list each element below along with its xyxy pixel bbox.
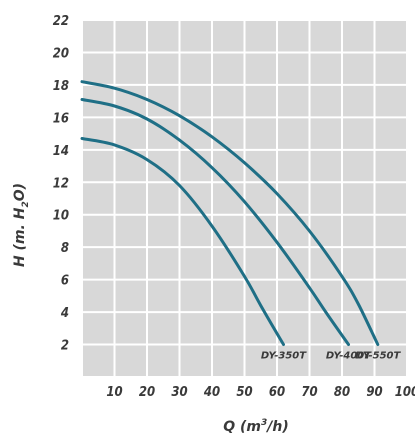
x-tick-label: 80 <box>334 385 350 400</box>
y-tick-label: 2 <box>61 339 69 354</box>
x-tick-label: 40 <box>204 385 220 400</box>
y-axis-label: H (m. H2O) <box>12 183 31 267</box>
y-axis-label-main: H (m. H <box>12 207 28 267</box>
x-tick-label: 70 <box>301 385 317 400</box>
grid-lines <box>81 19 408 378</box>
y-tick-labels: 2 4 6 8 10 12 14 16 18 20 22 <box>53 14 69 354</box>
y-tick-label: 14 <box>53 144 69 159</box>
y-tick-label: 4 <box>61 306 69 321</box>
y-tick-label: 18 <box>53 79 69 94</box>
y-tick-label: 8 <box>61 241 69 256</box>
curve-label-dy-400t: DY-400T <box>326 351 372 362</box>
x-tick-label: 100 <box>395 385 415 400</box>
x-axis-label-main: Q (m <box>223 419 261 435</box>
pump-curves <box>80 80 380 346</box>
x-tick-label: 10 <box>106 385 122 400</box>
x-axis-label-sup: 3 <box>261 418 267 428</box>
y-axis-label-tail: O) <box>12 183 28 201</box>
x-axis-label: Q (m3/h) <box>223 418 289 435</box>
x-tick-label: 90 <box>366 385 382 400</box>
x-tick-labels: 10 20 30 40 50 60 70 80 90 100 <box>106 385 415 400</box>
curve-dy-550t <box>80 80 380 346</box>
y-tick-label: 20 <box>53 46 69 61</box>
x-axis-label-tail: /h) <box>265 419 288 435</box>
x-tick-label: 20 <box>139 385 155 400</box>
y-tick-label: 6 <box>61 274 69 289</box>
x-tick-label: 50 <box>236 385 252 400</box>
y-axis-label-sub: 2 <box>21 201 31 207</box>
y-tick-label: 16 <box>53 111 69 126</box>
curve-label-dy-350t: DY-350T <box>261 351 307 362</box>
y-tick-label: 10 <box>53 209 69 224</box>
curve-dy-400t <box>80 98 350 346</box>
curve-label-dy-550t: DY-550T <box>355 351 401 362</box>
y-tick-label: 12 <box>53 176 69 191</box>
x-tick-label: 30 <box>171 385 187 400</box>
y-tick-label: 22 <box>53 14 69 29</box>
x-tick-label: 60 <box>269 385 285 400</box>
curve-dy-350t <box>80 137 285 346</box>
